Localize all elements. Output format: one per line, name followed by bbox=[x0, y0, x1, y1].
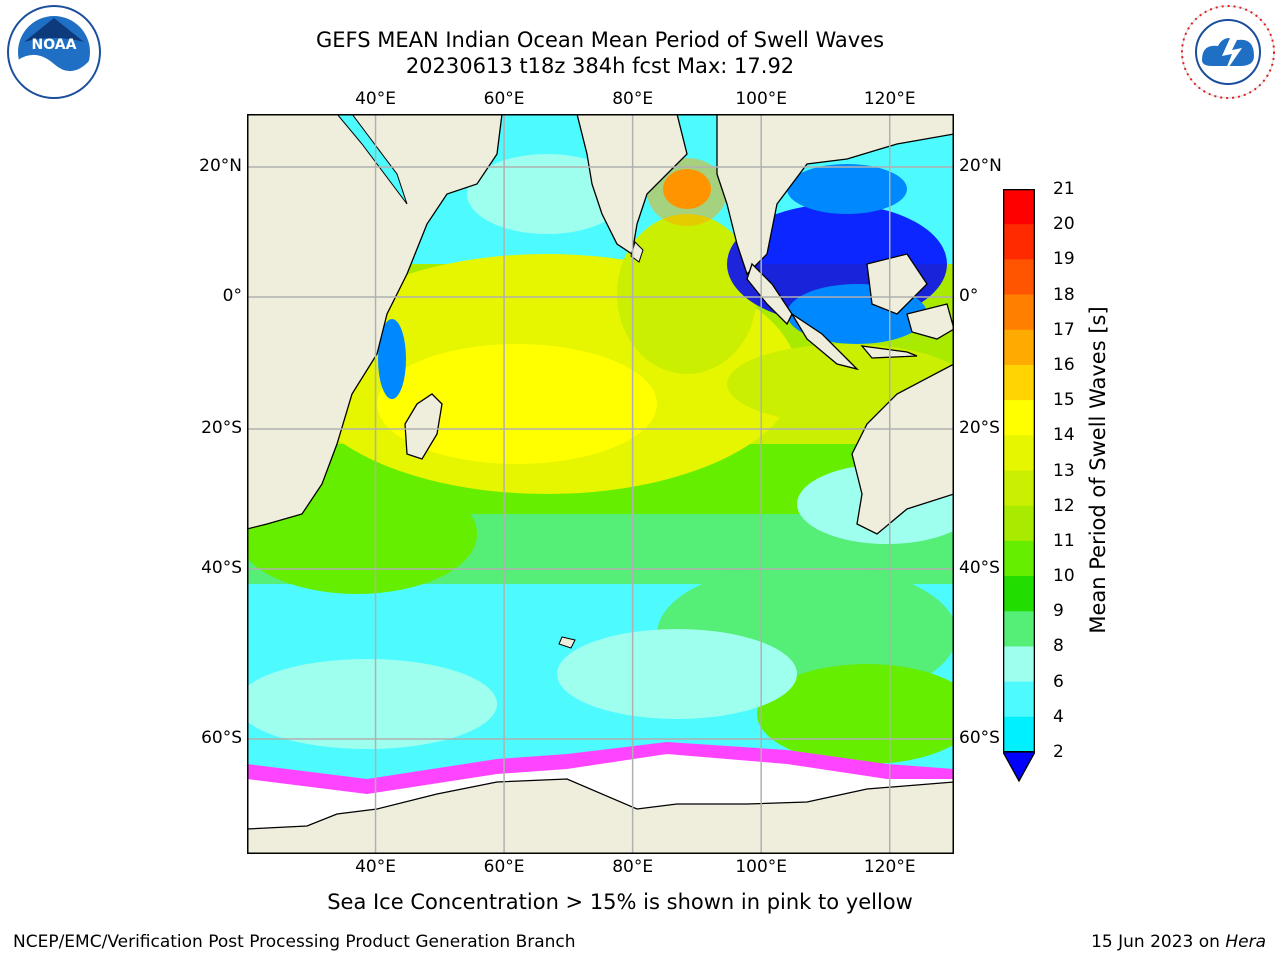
lat-label-left: 20°N bbox=[199, 156, 242, 176]
land-australia bbox=[851, 363, 954, 535]
lat-label-right: 20°S bbox=[959, 418, 1000, 438]
lon-label-top: 80°E bbox=[612, 89, 654, 109]
chart-title: GEFS MEAN Indian Ocean Mean Period of Sw… bbox=[315, 28, 885, 52]
footer-date: 15 Jun 2023 on Hera bbox=[1091, 932, 1266, 952]
colorbar-frame bbox=[1003, 189, 1035, 753]
colorbar-cell bbox=[1003, 364, 1035, 401]
swell-field bbox=[247, 154, 954, 764]
colorbar-cell bbox=[1003, 576, 1035, 612]
footer-host: Hera bbox=[1225, 932, 1266, 952]
colorbar-cell bbox=[1003, 470, 1035, 507]
colorbar-tick-label: 2 bbox=[1053, 742, 1064, 762]
colorbar-tick-label: 14 bbox=[1053, 425, 1075, 446]
lat-label-right: 20°N bbox=[959, 156, 1002, 176]
footer-branch: NCEP/EMC/Verification Post Processing Pr… bbox=[13, 932, 576, 952]
lon-label-top: 60°E bbox=[483, 89, 525, 109]
colorbar-cell bbox=[1003, 400, 1035, 436]
lat-label-left: 40°S bbox=[201, 558, 242, 578]
noaa-logo: NOAA bbox=[7, 5, 101, 99]
colorbar-under-arrow bbox=[1003, 751, 1035, 783]
lon-label-bottom: 100°E bbox=[735, 857, 788, 877]
colorbar-tick-label: 16 bbox=[1053, 354, 1075, 375]
svg-text:NOAA: NOAA bbox=[32, 37, 77, 53]
colorbar-cell bbox=[1003, 505, 1035, 542]
colorbar-cell bbox=[1003, 646, 1035, 683]
colorbar-cell bbox=[1003, 611, 1035, 647]
lon-label-top: 100°E bbox=[735, 89, 788, 109]
colorbar-tick-label: 20 bbox=[1053, 214, 1075, 235]
colorbar-cell bbox=[1003, 540, 1035, 577]
colorbar-label: Mean Period of Swell Waves [s] bbox=[1086, 306, 1110, 634]
sea-ice-note: Sea Ice Concentration > 15% is shown in … bbox=[327, 890, 913, 914]
colorbar-tick-label: 6 bbox=[1053, 671, 1064, 692]
colorbar-tick-label: 19 bbox=[1053, 249, 1075, 270]
colorbar-tick-label: 4 bbox=[1053, 706, 1064, 727]
lon-label-bottom: 60°E bbox=[483, 857, 525, 877]
map-frame bbox=[247, 114, 954, 854]
footer-date-text: 15 Jun 2023 on bbox=[1091, 932, 1226, 952]
lon-label-top: 40°E bbox=[355, 89, 396, 109]
land-antarctica bbox=[247, 778, 954, 854]
colorbar-cell bbox=[1003, 259, 1035, 296]
colorbar-tick-label: 12 bbox=[1053, 495, 1075, 516]
map-panel bbox=[247, 114, 954, 854]
lon-label-bottom: 40°E bbox=[355, 857, 396, 877]
colorbar-tick-label: 13 bbox=[1053, 460, 1075, 481]
colorbar-tick-label: 9 bbox=[1053, 601, 1064, 622]
lat-label-right: 0° bbox=[959, 286, 979, 306]
graticule bbox=[247, 114, 954, 854]
land-africa bbox=[247, 114, 503, 530]
colorbar-cell bbox=[1003, 294, 1035, 331]
colorbar-tick-label: 18 bbox=[1053, 284, 1075, 305]
land-sumatra bbox=[791, 313, 860, 371]
colorbar-tick-label: 21 bbox=[1053, 179, 1075, 199]
lat-label-left: 20°S bbox=[201, 418, 242, 438]
land-se-asia bbox=[716, 114, 954, 276]
colorbar-cell bbox=[1003, 716, 1035, 753]
chart-subtitle: 20230613 t18z 384h fcst Max: 17.92 bbox=[405, 54, 795, 78]
map-plot bbox=[247, 114, 954, 854]
lat-label-right: 40°S bbox=[959, 558, 1000, 578]
lon-label-bottom: 120°E bbox=[863, 857, 916, 877]
colorbar-tick-label: 10 bbox=[1053, 566, 1075, 587]
colorbar bbox=[1003, 189, 1035, 783]
colorbar-tick-label: 11 bbox=[1053, 530, 1075, 551]
colorbar-cell bbox=[1003, 681, 1035, 718]
lat-label-left: 0° bbox=[222, 286, 242, 306]
lon-label-bottom: 80°E bbox=[612, 857, 654, 877]
nws-logo bbox=[1181, 5, 1275, 99]
colorbar-tick-label: 15 bbox=[1053, 390, 1075, 411]
colorbar-tick-label: 17 bbox=[1053, 319, 1075, 340]
lat-label-left: 60°S bbox=[201, 728, 242, 748]
lon-label-top: 120°E bbox=[863, 89, 916, 109]
colorbar-cell bbox=[1003, 329, 1035, 366]
colorbar-tick-label: 8 bbox=[1053, 636, 1064, 657]
colorbar-cell bbox=[1003, 189, 1035, 225]
land-madagascar bbox=[404, 393, 443, 460]
lat-label-right: 60°S bbox=[959, 728, 1000, 748]
colorbar-cell bbox=[1003, 224, 1035, 260]
colorbar-cell bbox=[1003, 435, 1035, 471]
